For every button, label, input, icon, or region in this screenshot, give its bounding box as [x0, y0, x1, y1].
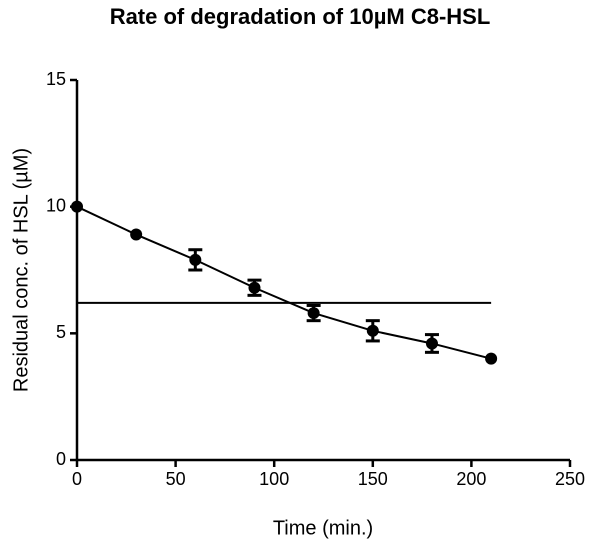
- x-tick-label: 250: [555, 469, 585, 489]
- y-tick-label: 5: [56, 322, 66, 342]
- y-tick-label: 15: [46, 69, 66, 89]
- y-tick-label: 10: [46, 195, 66, 215]
- x-tick-label: 50: [166, 469, 186, 489]
- point: [130, 228, 143, 241]
- series-line: [76, 205, 492, 360]
- point: [71, 200, 83, 213]
- x-axis-label: Time (min.): [273, 517, 373, 539]
- point: [425, 337, 438, 350]
- point: [189, 253, 202, 266]
- y-axis-label: Residual conc. of HSL (µM): [10, 148, 32, 392]
- y-tick-label: 0: [56, 449, 66, 469]
- chart-title: Rate of degradation of 10µM C8-HSL: [110, 4, 491, 29]
- point: [366, 324, 379, 337]
- point: [307, 307, 320, 320]
- x-tick-label: 150: [358, 469, 388, 489]
- x-tick-label: 200: [456, 469, 486, 489]
- point: [485, 352, 498, 365]
- x-tick-label: 100: [259, 469, 289, 489]
- point: [248, 281, 261, 294]
- x-tick-label: 0: [72, 469, 82, 489]
